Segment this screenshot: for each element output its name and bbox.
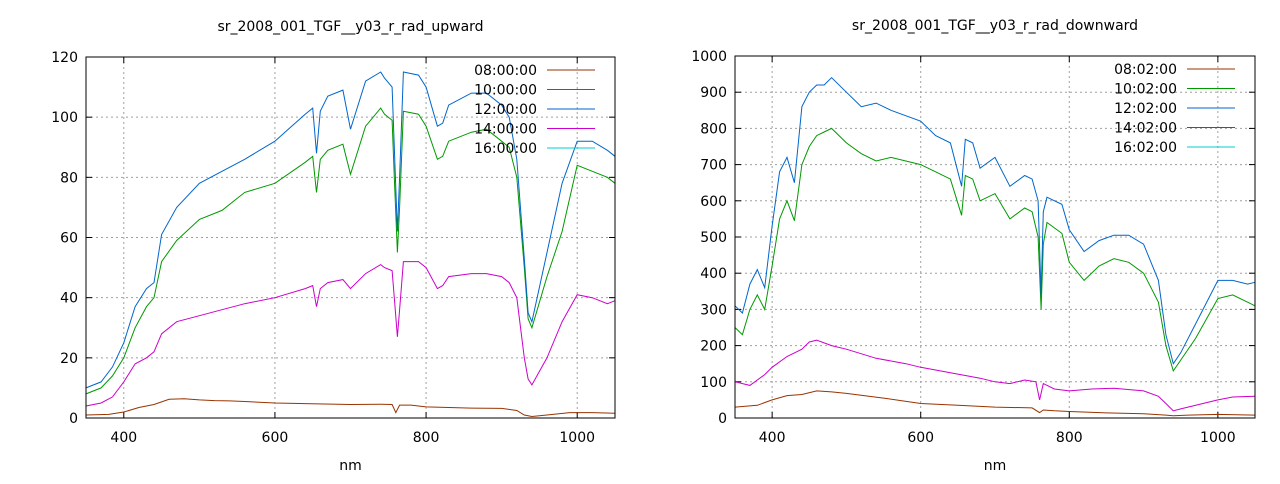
x-tick-label: 800 <box>1056 430 1083 446</box>
legend-label: 16:00:00 <box>474 141 537 157</box>
y-tick-label: 300 <box>700 302 727 318</box>
x-axis-label: nm <box>339 458 362 474</box>
y-tick-label: 120 <box>51 50 78 66</box>
y-tick-label: 700 <box>700 158 727 174</box>
series-line-080200 <box>734 390 1256 417</box>
legend-label: 10:00:00 <box>474 83 537 99</box>
series-line-100200 <box>734 127 1256 373</box>
legend-label: 14:00:00 <box>474 122 537 138</box>
chart-title: sr_2008_001_TGF__y03_r_rad_upward <box>217 19 483 35</box>
y-tick-label: 80 <box>60 170 78 186</box>
y-tick-label: 60 <box>60 231 78 247</box>
chart-panel-2: sr_2008_001_TGF__y03_r_rad_downward 400 60… <box>691 18 1256 474</box>
series-line-100000 <box>85 107 616 395</box>
x-axis-label: nm <box>984 458 1007 474</box>
legend-label: 12:00:00 <box>474 102 537 118</box>
x-tick-label: 400 <box>110 430 137 446</box>
x-tick-label: 1000 <box>1200 430 1236 446</box>
legend-label: 14:02:00 <box>1114 121 1177 137</box>
legend-label: 12:02:00 <box>1114 101 1177 117</box>
x-tick-label: 800 <box>413 430 440 446</box>
y-tick-label: 20 <box>60 351 78 367</box>
y-tick-label: 100 <box>700 375 727 391</box>
y-tick-label: 900 <box>700 85 727 101</box>
x-tick-label: 1000 <box>559 430 595 446</box>
plot-frame <box>734 55 1256 419</box>
y-tick-label: 800 <box>700 121 727 137</box>
plot-frame <box>85 56 616 419</box>
y-tick-label: 1000 <box>691 49 727 65</box>
y-tick-label: 200 <box>700 339 727 355</box>
y-tick-label: 40 <box>60 291 78 307</box>
x-tick-label: 600 <box>907 430 934 446</box>
chart-title: sr_2008_001_TGF__y03_r_rad_downward <box>852 18 1138 34</box>
legend-label: 08:00:00 <box>474 63 537 79</box>
y-tick-label: 600 <box>700 194 727 210</box>
series-line-080000 <box>85 398 616 418</box>
y-tick-label: 100 <box>51 110 78 126</box>
legend-label: 10:02:00 <box>1114 82 1177 98</box>
series-line-120000 <box>85 71 616 389</box>
series-line-140200 <box>734 339 1256 412</box>
y-tick-label: 400 <box>700 266 727 282</box>
x-tick-label: 400 <box>759 430 786 446</box>
legend-label: 16:02:00 <box>1114 140 1177 156</box>
y-tick-label: 500 <box>700 230 727 246</box>
series-line-140000 <box>85 261 616 407</box>
y-tick-label: 0 <box>718 411 727 427</box>
x-tick-label: 600 <box>262 430 289 446</box>
legend-label: 08:02:00 <box>1114 62 1177 78</box>
y-tick-label: 0 <box>69 411 78 427</box>
series-line-120200 <box>734 77 1256 365</box>
